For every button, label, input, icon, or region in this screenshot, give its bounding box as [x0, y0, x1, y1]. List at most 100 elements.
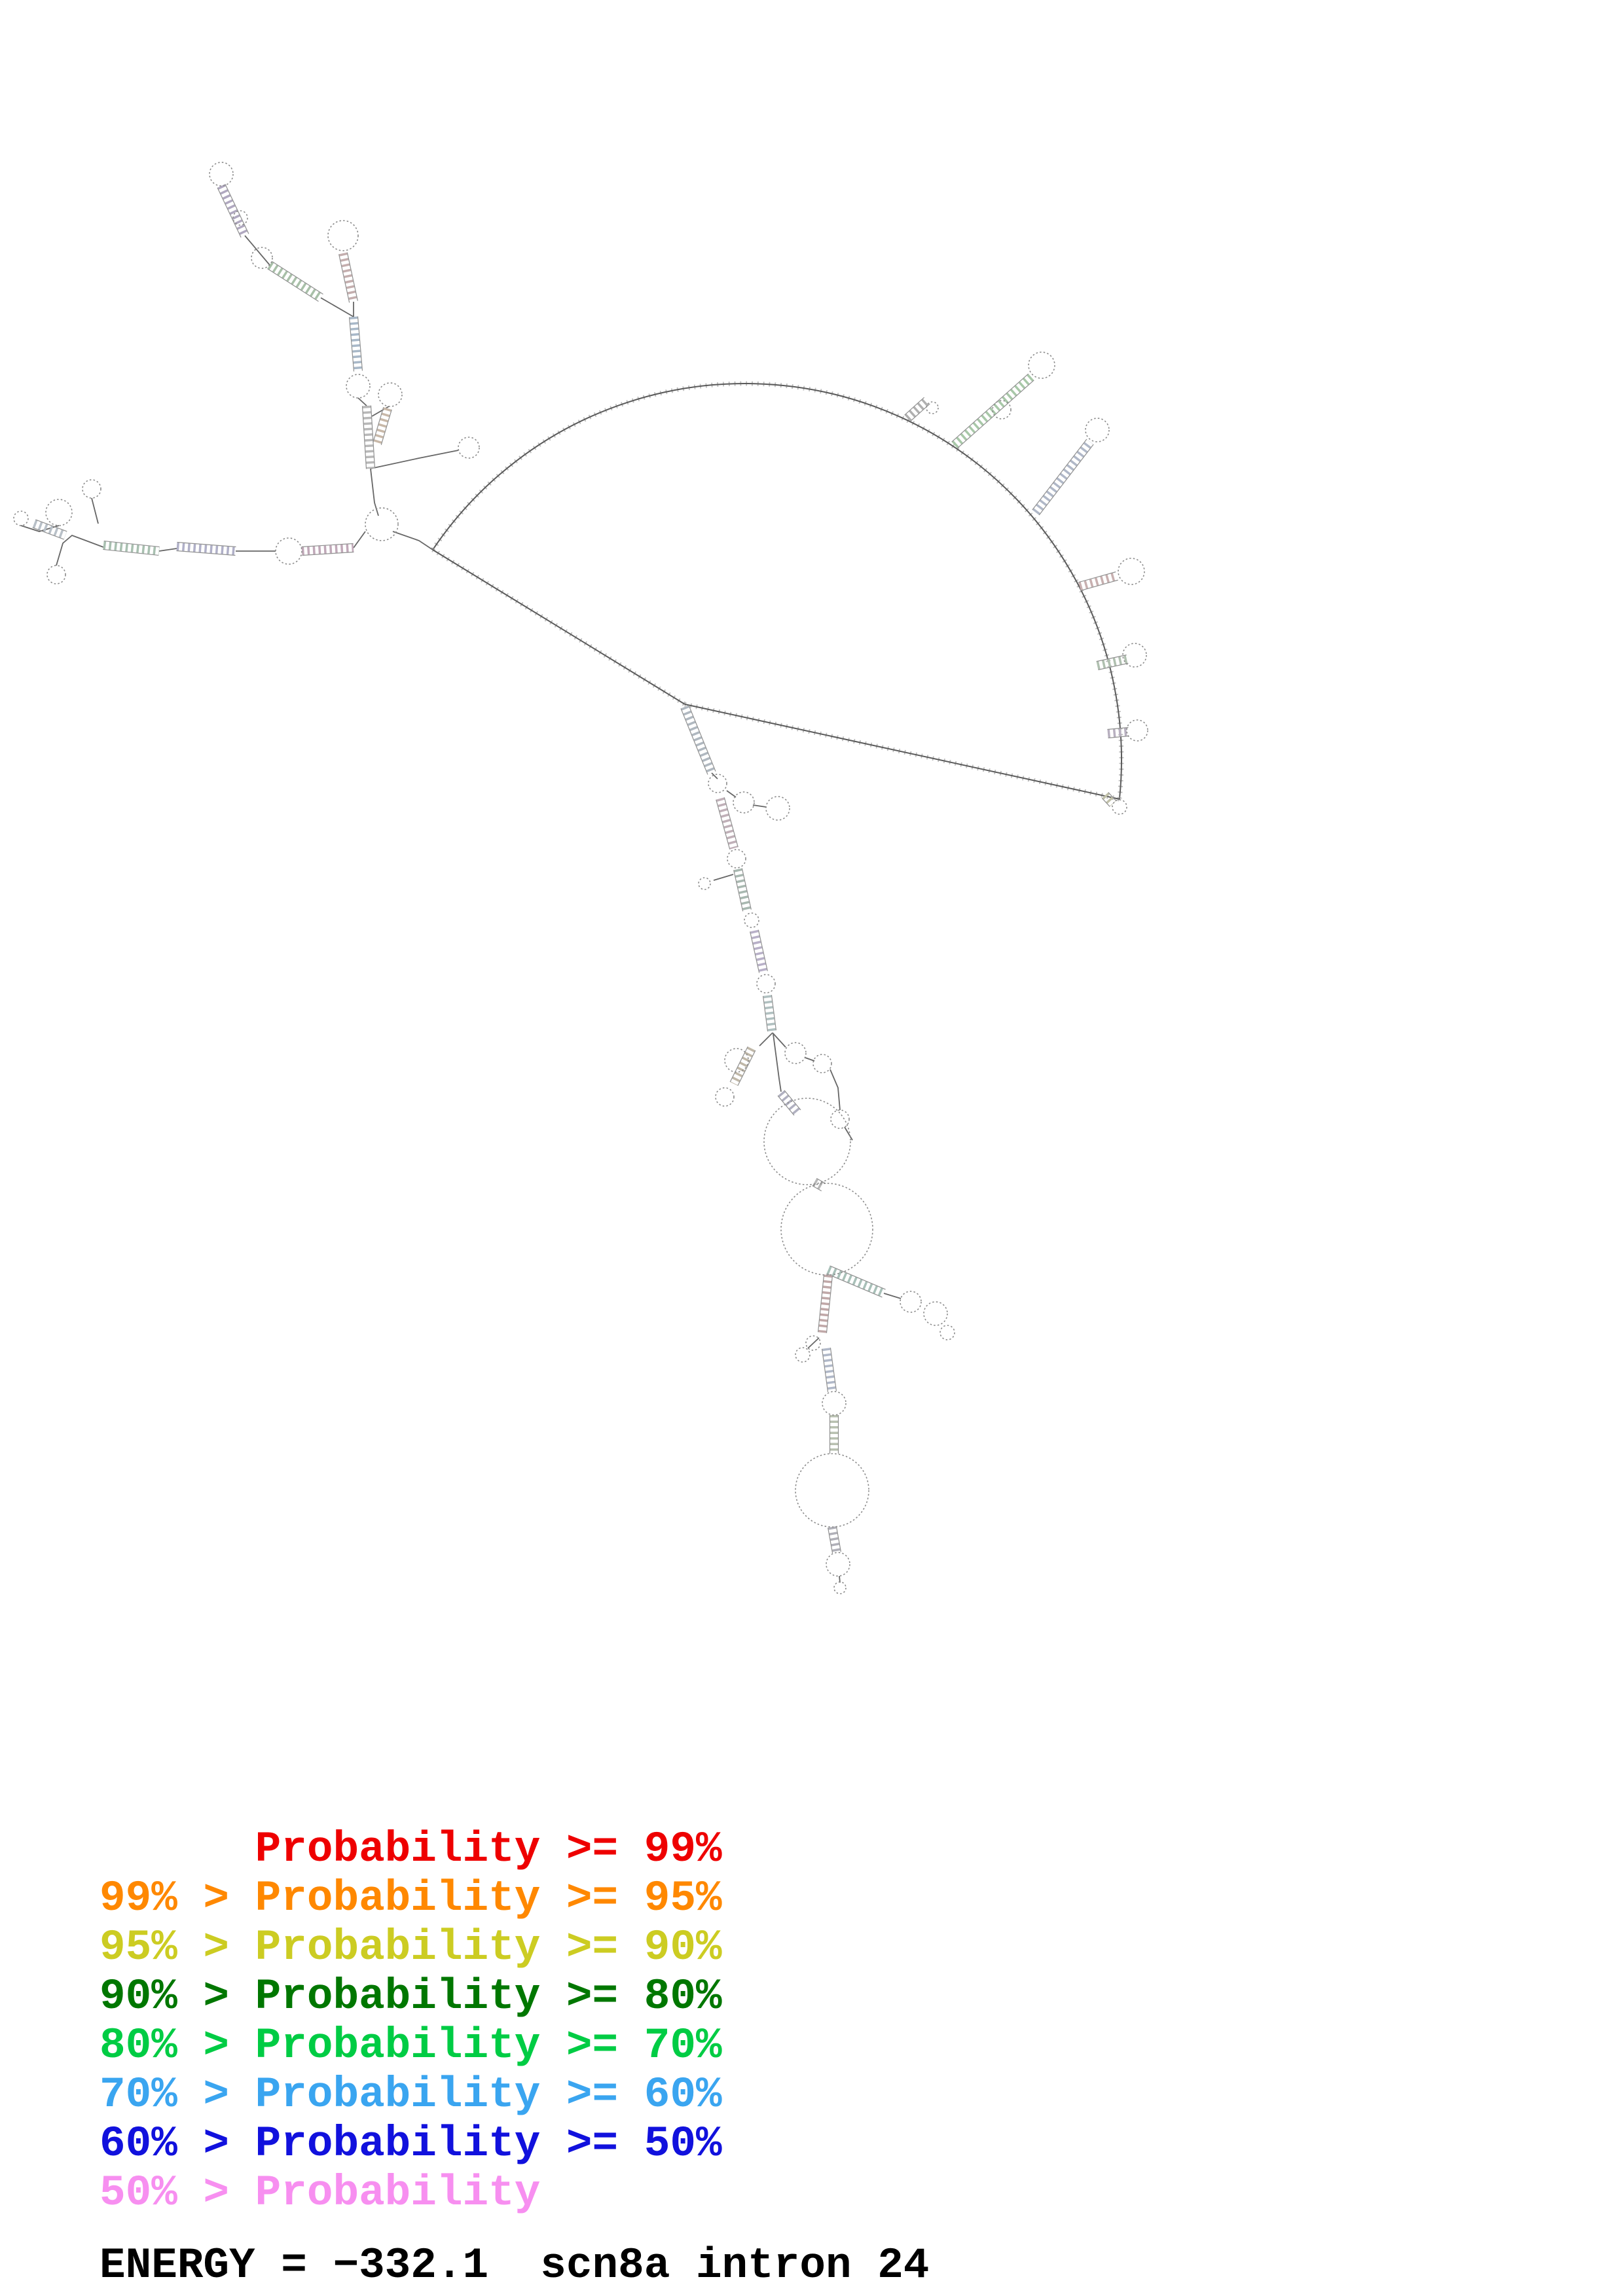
helix-rail [723, 797, 739, 848]
helix-rungs [176, 543, 236, 555]
helix-rail [904, 397, 925, 416]
strand [244, 235, 270, 266]
legend-line-0: Probability >= 99% [100, 1825, 722, 1874]
loop [923, 1301, 948, 1326]
loop [82, 479, 101, 499]
helix-rail [688, 705, 716, 772]
helix-rail [812, 1185, 822, 1192]
loop [209, 162, 234, 187]
helix-rungs [681, 705, 716, 775]
helix-rail [338, 254, 350, 303]
loop [378, 382, 403, 407]
helix-rungs [1107, 728, 1129, 738]
helix-rail [817, 1274, 825, 1333]
loop [365, 507, 399, 541]
helix-rungs [818, 1274, 832, 1333]
loop [763, 1098, 851, 1185]
helix-rail [176, 550, 236, 556]
loop [1112, 799, 1127, 815]
helix-rail [951, 373, 1029, 442]
loop [251, 247, 273, 269]
loop [765, 796, 790, 821]
loop [45, 499, 73, 526]
helix-rail [1078, 571, 1116, 583]
helix-rail [217, 187, 242, 238]
helix-rail [1032, 439, 1087, 511]
loop [1085, 418, 1110, 442]
strand [56, 534, 104, 566]
loop [795, 1453, 869, 1528]
loop [780, 1183, 873, 1276]
loop [1028, 351, 1055, 379]
strand [830, 1069, 841, 1111]
helix-rungs [750, 929, 767, 973]
helix-rail [1107, 726, 1129, 730]
helix-rungs [217, 184, 249, 238]
strand [726, 790, 737, 798]
helix-rungs [1102, 792, 1116, 807]
legend-line-2: 95% > Probability >= 90% [100, 1923, 722, 1972]
loop [1122, 643, 1147, 668]
helix-rail [1038, 444, 1094, 516]
strand [844, 1126, 853, 1141]
helix-rail [777, 1095, 795, 1116]
loop [784, 1042, 807, 1064]
strand [883, 1293, 902, 1299]
helix-rail [35, 519, 67, 532]
helix-rungs [730, 1047, 756, 1086]
loop [715, 1087, 735, 1107]
helix-rail [680, 708, 708, 775]
helix-rail [1098, 662, 1129, 670]
helix-rungs [904, 397, 930, 422]
helix-rail [1101, 798, 1110, 807]
helix-rail [816, 1177, 826, 1184]
strand [320, 297, 354, 317]
strand [91, 497, 99, 524]
helix-rail [348, 317, 355, 372]
strand [759, 1032, 773, 1047]
loop [795, 1347, 811, 1363]
helix-rungs [363, 405, 374, 469]
strand [158, 548, 177, 552]
multiloop-arc [432, 383, 1122, 800]
helix-rungs [267, 261, 323, 302]
strand [353, 531, 366, 548]
strand [370, 468, 379, 516]
helix-rungs [1032, 439, 1093, 515]
helix-rail [103, 548, 159, 556]
strand [772, 1032, 786, 1048]
loop [346, 374, 371, 399]
helix-rail [373, 406, 384, 443]
helix-rail [357, 316, 363, 371]
strand [711, 772, 718, 780]
helix-rail [716, 799, 731, 850]
helix-rail [762, 996, 769, 1031]
strand [773, 1033, 782, 1092]
energy-title: ENERGY = −332.1 scn8a intron 24 [100, 2241, 930, 2290]
helix-rail [750, 931, 760, 973]
helix-rail [821, 1348, 829, 1392]
strand [357, 397, 367, 406]
helix-rungs [763, 995, 776, 1031]
loop [1118, 558, 1145, 585]
loop [733, 791, 755, 814]
loop [939, 1325, 955, 1340]
helix-rail [826, 1273, 883, 1298]
helix-rail [757, 929, 768, 971]
legend-line-7: 50% > Probability [100, 2168, 541, 2217]
loop [698, 877, 711, 890]
helix-rail [346, 252, 358, 301]
helix-rungs [373, 407, 392, 445]
helix-rail [784, 1090, 801, 1111]
multiloop-chord [684, 704, 1120, 800]
helix-rail [737, 1050, 756, 1086]
loop [992, 400, 1012, 420]
helix-rail [272, 261, 323, 295]
helix-rail [380, 409, 392, 446]
helix-rungs [1078, 572, 1118, 590]
multiloop-chord [432, 549, 685, 705]
helix-rail [32, 527, 64, 540]
helix-rail [835, 1526, 841, 1552]
